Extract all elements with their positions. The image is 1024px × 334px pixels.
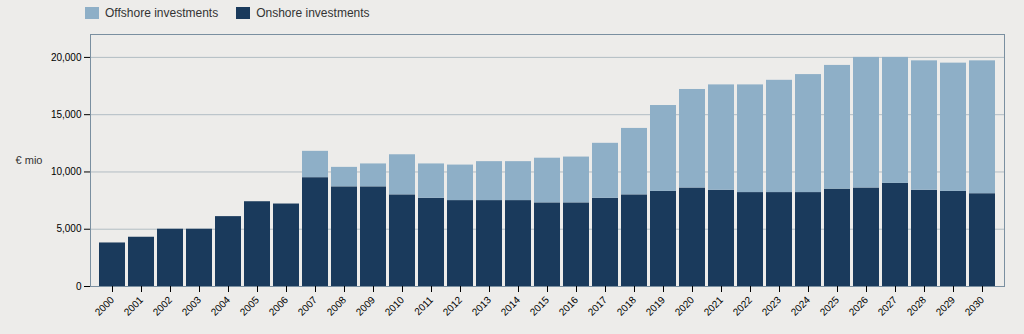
svg-text:2003: 2003 [180, 294, 204, 318]
svg-text:10,000: 10,000 [51, 166, 82, 177]
svg-text:2024: 2024 [789, 294, 813, 318]
svg-text:2027: 2027 [876, 294, 900, 318]
svg-text:2021: 2021 [702, 294, 726, 318]
svg-text:2002: 2002 [151, 294, 175, 318]
svg-text:2020: 2020 [673, 294, 697, 318]
html-text:Onshore investments: Onshore investments [256, 6, 370, 20]
svg-text:€ mio: € mio [16, 154, 43, 166]
svg-text:2010: 2010 [383, 294, 407, 318]
svg-text:2001: 2001 [122, 294, 146, 318]
svg-text:2013: 2013 [470, 294, 494, 318]
svg-text:5,000: 5,000 [56, 223, 81, 234]
svg-text:2030: 2030 [963, 294, 987, 318]
svg-text:2015: 2015 [528, 294, 552, 318]
svg-text:2000: 2000 [93, 294, 117, 318]
svg-text:2005: 2005 [238, 294, 262, 318]
html-text:Offshore investments: Offshore investments [105, 6, 219, 20]
svg-text:2022: 2022 [731, 294, 755, 318]
svg-text:2026: 2026 [847, 294, 871, 318]
svg-text:20,000: 20,000 [51, 52, 82, 63]
svg-text:2025: 2025 [818, 294, 842, 318]
svg-text:2016: 2016 [557, 294, 581, 318]
svg-text:2012: 2012 [441, 294, 465, 318]
svg-text:2006: 2006 [267, 294, 291, 318]
svg-text:2008: 2008 [325, 294, 349, 318]
svg-text:2023: 2023 [760, 294, 784, 318]
svg-text:0: 0 [76, 281, 82, 292]
svg-text:2018: 2018 [615, 294, 639, 318]
svg-text:2009: 2009 [354, 294, 378, 318]
svg-text:2011: 2011 [412, 294, 435, 317]
svg-text:2019: 2019 [644, 294, 668, 318]
svg-text:2017: 2017 [586, 294, 610, 318]
svg-text:2007: 2007 [296, 294, 320, 318]
svg-text:2029: 2029 [934, 294, 958, 318]
svg-text:2004: 2004 [209, 294, 233, 318]
svg-text:2028: 2028 [905, 294, 929, 318]
svg-text:15,000: 15,000 [51, 109, 82, 120]
svg-text:2014: 2014 [499, 294, 523, 318]
